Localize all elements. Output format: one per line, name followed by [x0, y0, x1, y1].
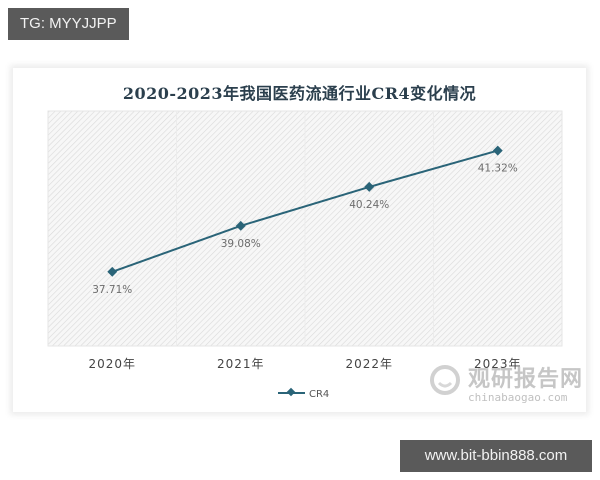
- watermark-domain: chinabaogao.com: [468, 391, 568, 404]
- data-label: 41.32%: [478, 163, 518, 175]
- data-label: 40.24%: [349, 199, 389, 211]
- chart-title: 2020-2023年我国医药流通行业CR4变化情况: [122, 84, 477, 103]
- cr4-markers: [107, 145, 503, 277]
- data-point-marker: [235, 220, 246, 231]
- data-label: 37.71%: [92, 284, 132, 296]
- chart-card: 2020-2023年我国医药流通行业CR4变化情况 37.71% 39.08% 40…: [13, 68, 586, 412]
- x-axis-label: 2022年: [345, 357, 393, 371]
- data-point-marker: [107, 266, 118, 277]
- legend: CR4: [278, 387, 329, 400]
- bottom-watermark-tag: www.bit-bbin888.com: [400, 440, 592, 472]
- data-point-marker: [492, 145, 503, 156]
- watermark-name: 观研报告网: [468, 367, 583, 392]
- x-axis-label: 2023年: [474, 357, 522, 371]
- x-axis-label: 2020年: [88, 357, 136, 371]
- data-label: 39.08%: [221, 238, 261, 250]
- category-dividers: [176, 111, 434, 346]
- legend-diamond-icon: [286, 387, 296, 397]
- line-chart: 37.71% 39.08% 40.24% 41.32% 2020年 2021年 2022年…: [47, 110, 583, 404]
- watermark: 观研报告网 chinabaogao.com: [430, 365, 583, 404]
- x-axis-label: 2021年: [217, 357, 265, 371]
- cr4-line: [111, 149, 499, 273]
- data-point-marker: [364, 181, 375, 192]
- data-labels: 37.71% 39.08% 40.24% 41.32%: [92, 163, 518, 296]
- x-axis-labels: 2020年 2021年 2022年 2023年: [88, 357, 522, 371]
- top-watermark-tag: TG: MYYJJPP: [8, 8, 129, 40]
- watermark-logo-icon: [430, 365, 460, 395]
- legend-label-cr4: CR4: [309, 389, 329, 400]
